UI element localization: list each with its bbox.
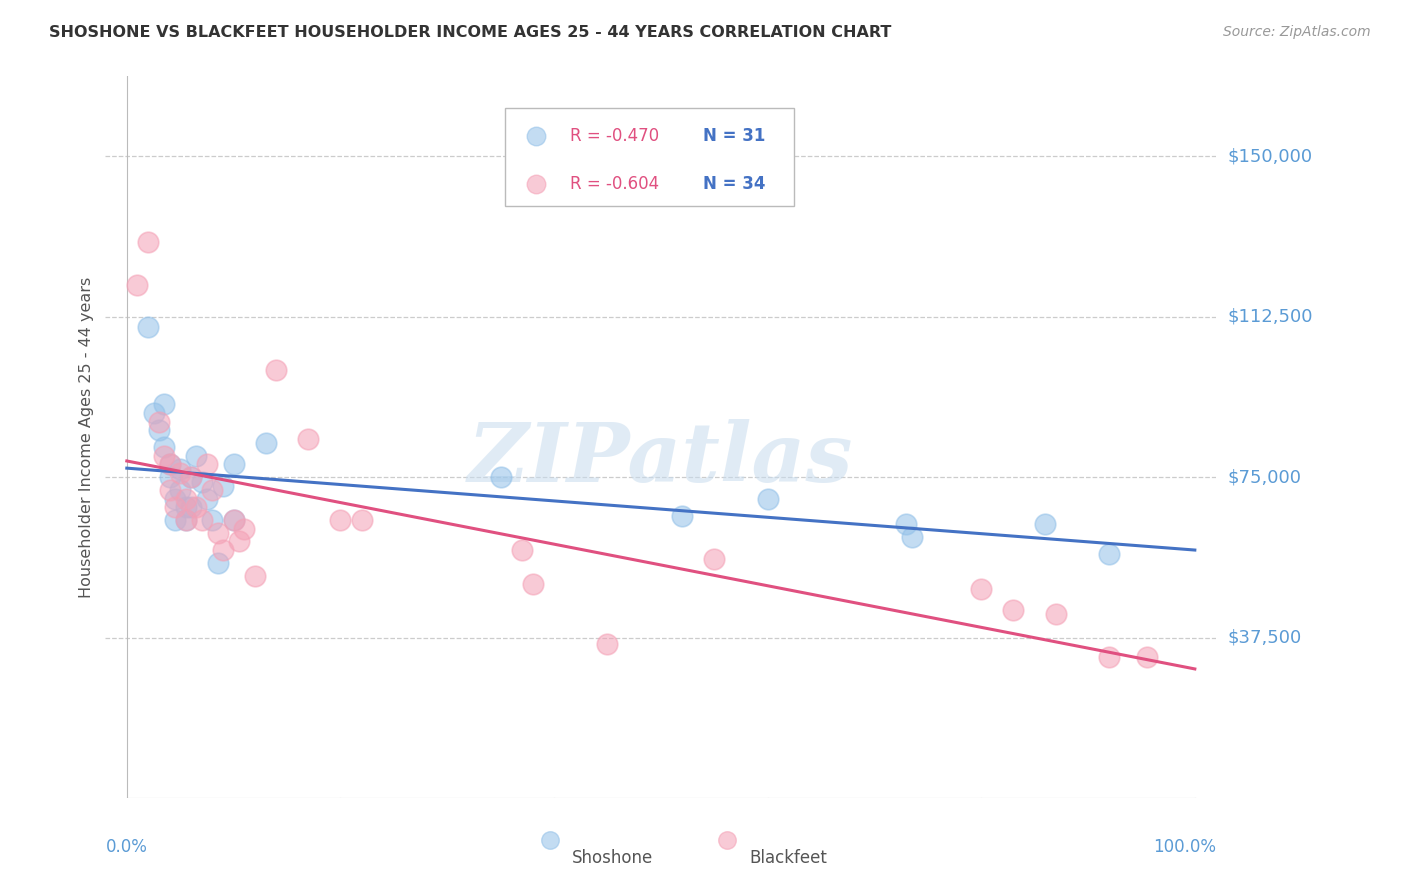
Point bbox=[510, 543, 533, 558]
Point bbox=[180, 470, 202, 484]
Point bbox=[180, 500, 202, 515]
Point bbox=[228, 534, 250, 549]
Point bbox=[195, 458, 218, 472]
Point bbox=[148, 423, 170, 437]
Point bbox=[896, 517, 918, 532]
Text: $150,000: $150,000 bbox=[1227, 147, 1312, 165]
Point bbox=[1136, 650, 1159, 665]
Point bbox=[127, 277, 149, 292]
Point bbox=[530, 791, 553, 805]
Point bbox=[530, 791, 553, 805]
Point bbox=[212, 479, 235, 493]
Point bbox=[195, 491, 218, 506]
Point bbox=[1033, 517, 1056, 532]
Point bbox=[159, 483, 181, 497]
Point bbox=[266, 363, 288, 377]
Point bbox=[1098, 547, 1121, 561]
Point bbox=[186, 500, 208, 515]
Point bbox=[970, 582, 993, 596]
Text: Shoshone: Shoshone bbox=[572, 849, 654, 867]
Point bbox=[901, 530, 924, 544]
Point bbox=[222, 513, 245, 527]
Point bbox=[142, 406, 165, 420]
Point bbox=[201, 483, 224, 497]
Point bbox=[543, 791, 565, 805]
Point bbox=[169, 461, 191, 475]
Text: Source: ZipAtlas.com: Source: ZipAtlas.com bbox=[1223, 25, 1371, 39]
Text: ZIPatlas: ZIPatlas bbox=[468, 418, 853, 499]
Point bbox=[1002, 603, 1025, 617]
Text: N = 31: N = 31 bbox=[703, 127, 765, 145]
Y-axis label: Householder Income Ages 25 - 44 years: Householder Income Ages 25 - 44 years bbox=[79, 277, 94, 598]
Point bbox=[190, 475, 212, 489]
FancyBboxPatch shape bbox=[505, 108, 794, 206]
Point bbox=[222, 513, 245, 527]
Text: $37,500: $37,500 bbox=[1227, 629, 1302, 647]
Point bbox=[174, 513, 197, 527]
Point bbox=[136, 320, 159, 334]
Point bbox=[233, 522, 256, 536]
Text: N = 34: N = 34 bbox=[703, 176, 765, 194]
Point bbox=[671, 508, 693, 523]
Point bbox=[703, 551, 725, 566]
Point bbox=[186, 449, 208, 463]
Point bbox=[254, 436, 277, 450]
Text: R = -0.604: R = -0.604 bbox=[569, 176, 659, 194]
Point bbox=[201, 513, 224, 527]
Point bbox=[148, 415, 170, 429]
Point bbox=[756, 491, 779, 506]
Point bbox=[1045, 607, 1067, 622]
Point bbox=[714, 791, 737, 805]
Point bbox=[1098, 650, 1121, 665]
Point bbox=[163, 491, 186, 506]
Point bbox=[190, 513, 212, 527]
Text: 0.0%: 0.0% bbox=[105, 838, 148, 856]
Text: $75,000: $75,000 bbox=[1227, 468, 1302, 486]
Point bbox=[153, 449, 176, 463]
Point bbox=[136, 235, 159, 249]
Point bbox=[329, 513, 352, 527]
Point bbox=[222, 458, 245, 472]
Point bbox=[350, 513, 373, 527]
Text: SHOSHONE VS BLACKFEET HOUSEHOLDER INCOME AGES 25 - 44 YEARS CORRELATION CHART: SHOSHONE VS BLACKFEET HOUSEHOLDER INCOME… bbox=[49, 25, 891, 40]
Text: 100.0%: 100.0% bbox=[1153, 838, 1216, 856]
Point bbox=[159, 458, 181, 472]
Point bbox=[163, 500, 186, 515]
Text: Blackfeet: Blackfeet bbox=[749, 849, 828, 867]
Point bbox=[169, 466, 191, 480]
Point bbox=[207, 556, 229, 570]
Point bbox=[153, 397, 176, 411]
Point bbox=[212, 543, 235, 558]
Point bbox=[174, 500, 197, 515]
Point bbox=[243, 568, 266, 582]
Text: $112,500: $112,500 bbox=[1227, 308, 1313, 326]
Point bbox=[174, 491, 197, 506]
Point bbox=[159, 470, 181, 484]
Point bbox=[596, 637, 619, 651]
Point bbox=[163, 513, 186, 527]
Text: R = -0.470: R = -0.470 bbox=[569, 127, 659, 145]
Point bbox=[489, 470, 512, 484]
Point bbox=[159, 458, 181, 472]
Point bbox=[522, 577, 544, 591]
Point bbox=[180, 470, 202, 484]
Point bbox=[207, 525, 229, 540]
Point bbox=[297, 432, 319, 446]
Point bbox=[169, 483, 191, 497]
Point bbox=[174, 513, 197, 527]
Point bbox=[153, 440, 176, 454]
